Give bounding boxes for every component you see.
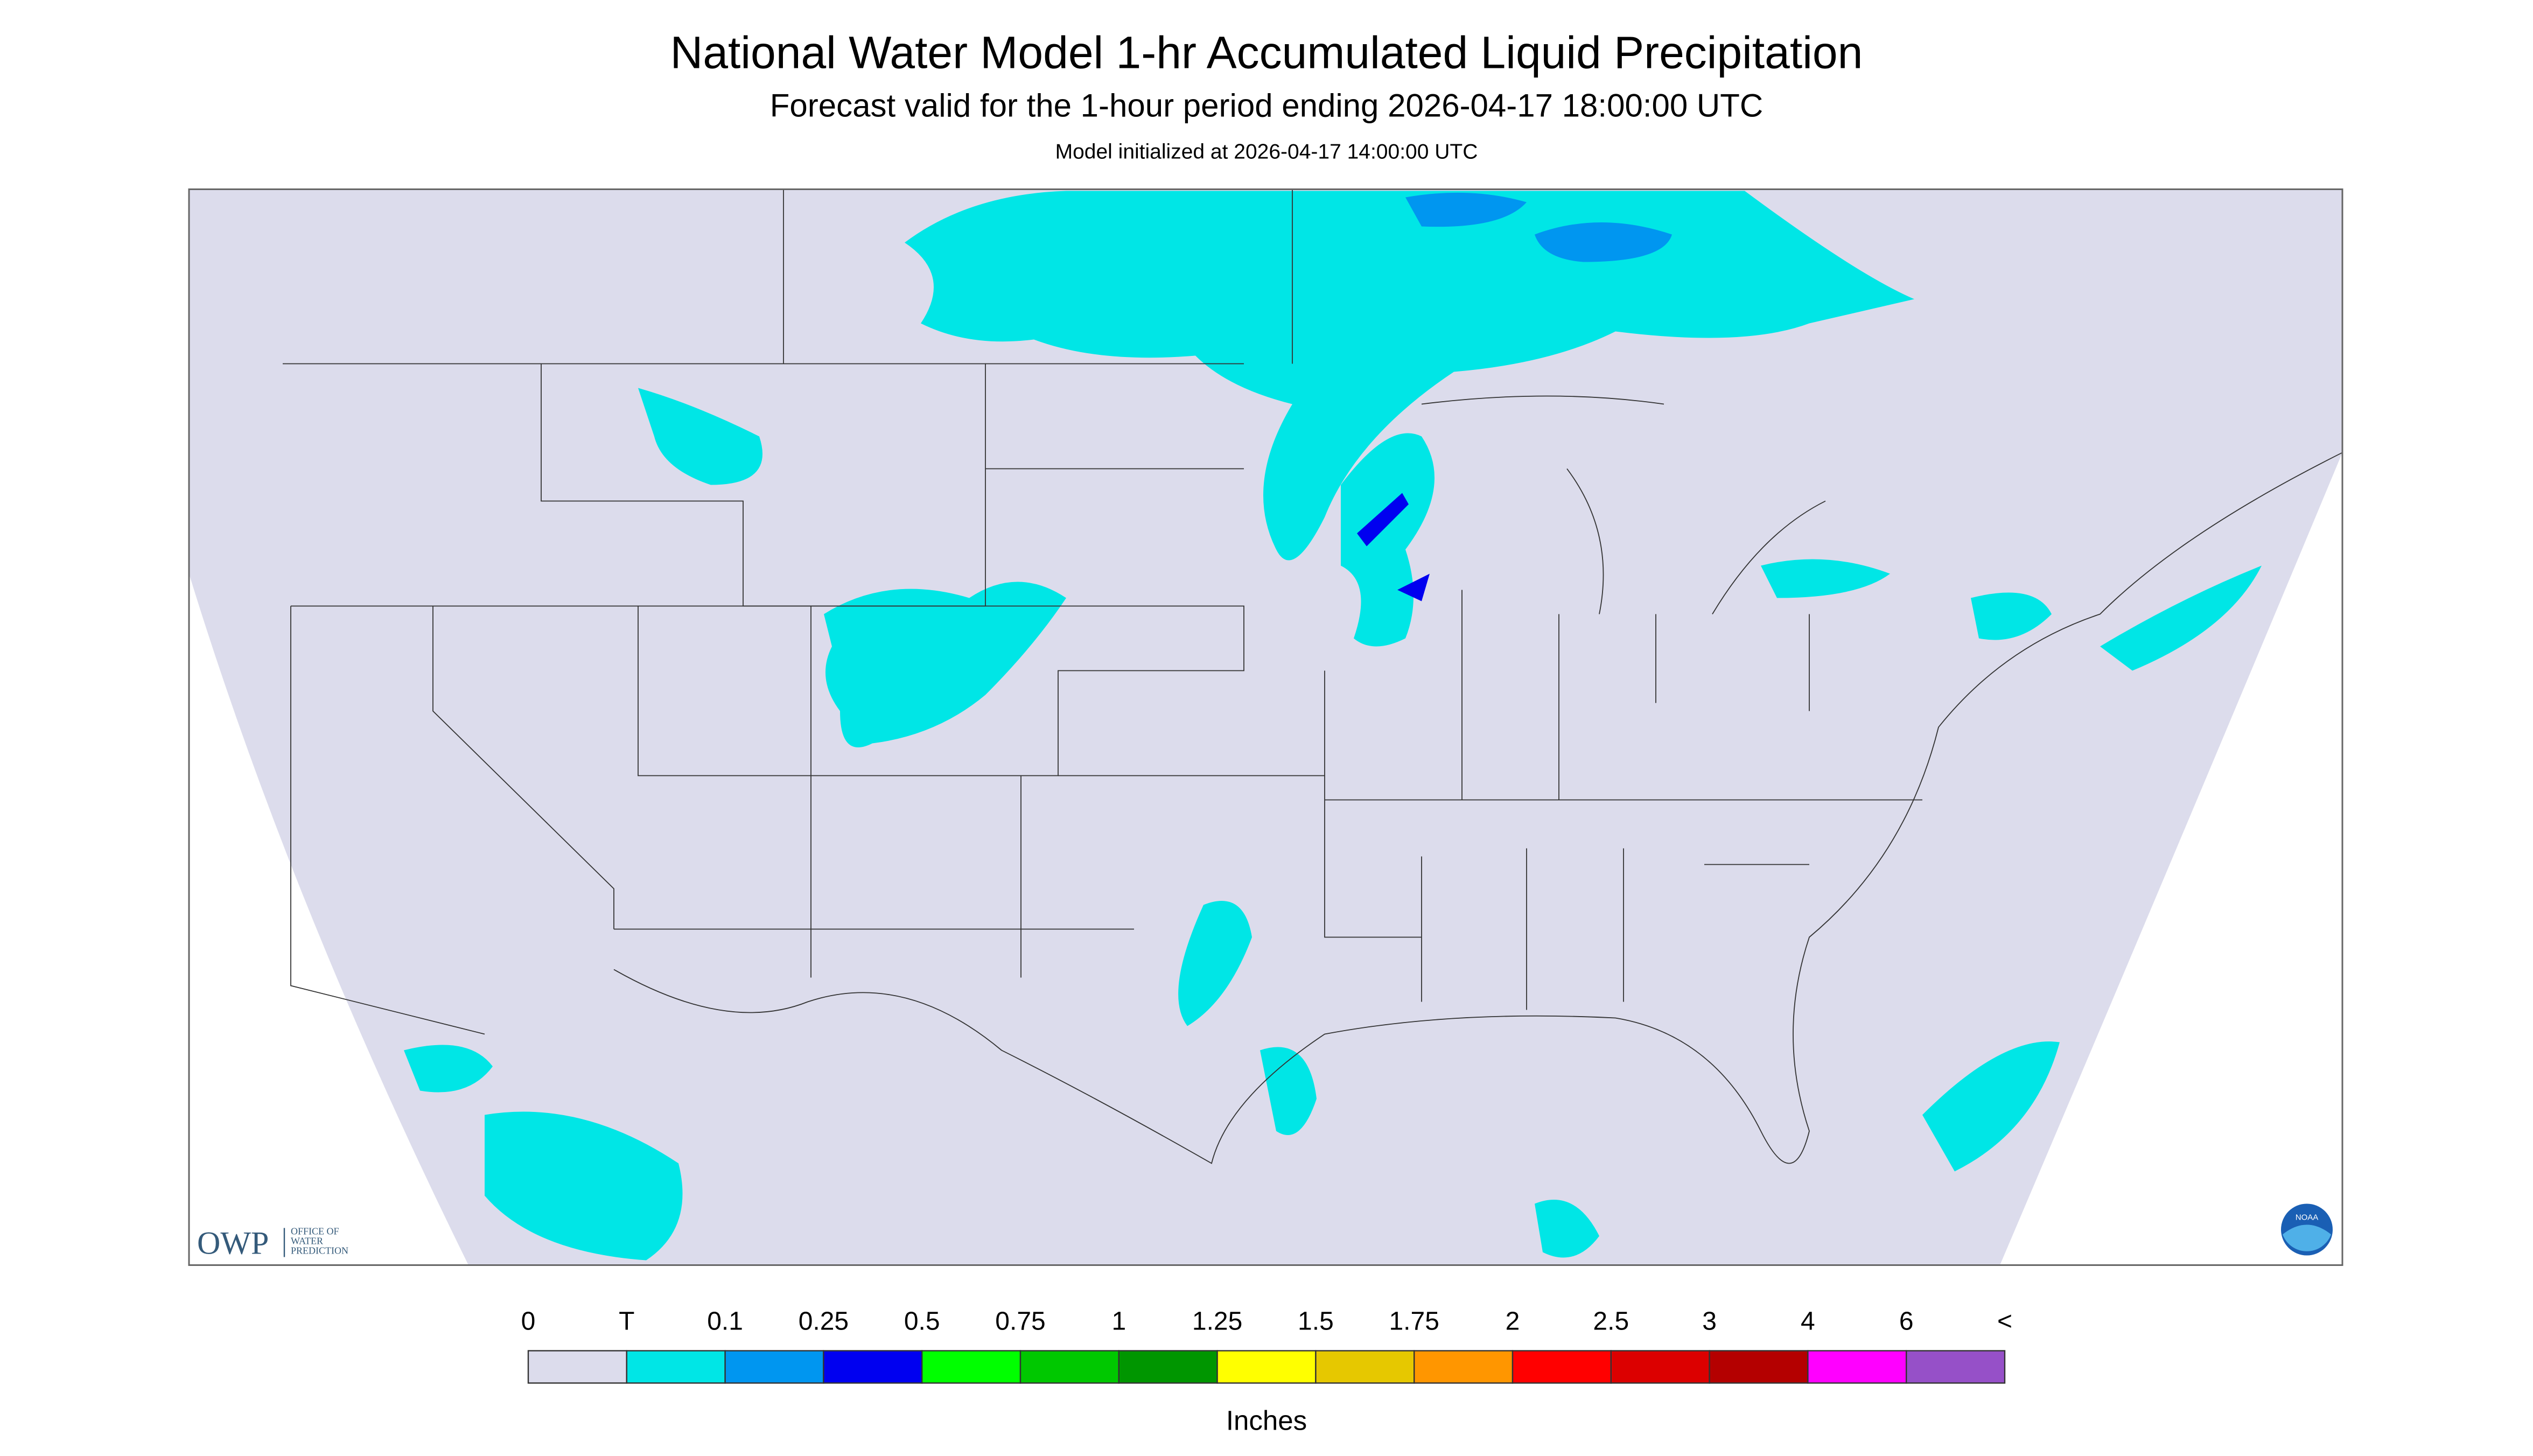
precip-area: [1535, 222, 1672, 262]
legend-swatch: [1216, 1350, 1317, 1384]
legend-swatch: [724, 1350, 824, 1384]
legend-swatch: [1118, 1350, 1218, 1384]
legend-label: 0: [521, 1307, 536, 1336]
legend-label: 4: [1801, 1307, 1815, 1336]
legend-label: 0.75: [995, 1307, 1045, 1336]
precip-heaviest: [1357, 493, 1430, 601]
boundary: [291, 605, 1244, 776]
legend: 0 T 0.1 0.25 0.5 0.75 1 1.25 1.5 1.75 2 2.5 3 4 6 <: [521, 1307, 2012, 1384]
boundary: [290, 606, 614, 1035]
great-lakes: [1421, 395, 1826, 614]
map: OWP OFFICE OF WATER PREDICTION NOAA: [188, 188, 2343, 1266]
precip-areas: [404, 191, 2262, 1261]
title: National Water Model 1-hr Accumulated Li…: [670, 27, 1863, 78]
precip-heavier: [1405, 192, 1672, 262]
legend-label: 1.5: [1298, 1307, 1334, 1336]
precip-area: [1922, 1041, 2060, 1172]
precip-area: [1971, 592, 2052, 640]
legend-label: T: [619, 1307, 634, 1336]
legend-swatch: [921, 1350, 1021, 1384]
legend-swatch: [1512, 1350, 1612, 1384]
legend-label: 1.25: [1192, 1307, 1242, 1336]
legend-swatch: [1905, 1350, 2006, 1384]
precip-area: [1761, 559, 1890, 598]
owp-logo: OWP OFFICE OF WATER PREDICTION: [197, 1226, 348, 1261]
legend-label: 2.5: [1593, 1307, 1629, 1336]
legend-label: 2: [1506, 1307, 1520, 1336]
legend-swatch: [1019, 1350, 1120, 1384]
legend-label: 0.25: [799, 1307, 849, 1336]
legend-swatch: [823, 1350, 923, 1384]
logo-text: OWP: [197, 1226, 269, 1261]
precip-area: [824, 582, 1066, 747]
legend-label: 1: [1111, 1307, 1126, 1336]
precip-area: [404, 1045, 493, 1093]
boundary: [614, 189, 1293, 978]
legend-swatch: [1709, 1350, 1809, 1384]
subtitle: Forecast valid for the 1-hour period end…: [770, 88, 1763, 124]
legend-swatch: [1414, 1350, 1514, 1384]
legend-unit: Inches: [1226, 1405, 1307, 1436]
legend-swatch: [1807, 1350, 1907, 1384]
boundary: [1058, 590, 1656, 938]
logo-line: PREDICTION: [291, 1245, 348, 1256]
coastline: [613, 363, 2343, 1164]
legend-label: 3: [1702, 1307, 1717, 1336]
precip-area: [1405, 192, 1527, 227]
legend-swatch: [626, 1350, 726, 1384]
legend-swatch: [527, 1350, 628, 1384]
precip-area: [1178, 901, 1252, 1026]
boundary: [1325, 614, 1922, 1010]
precip-area: [2100, 565, 2262, 671]
logo-line: OFFICE OF: [291, 1226, 339, 1237]
noaa-text: NOAA: [2296, 1213, 2319, 1222]
legend-swatch: [1315, 1350, 1415, 1384]
legend-swatch: [1610, 1350, 1710, 1384]
legend-label: 6: [1899, 1307, 1914, 1336]
noaa-wave: [2283, 1224, 2331, 1251]
noaa-logo: NOAA: [2281, 1203, 2333, 1256]
logo-line: WATER: [291, 1236, 323, 1247]
precip-area: [1397, 573, 1430, 601]
precip-area: [1357, 493, 1409, 547]
init-time: Model initialized at 2026-04-17 14:00:00…: [1055, 141, 1478, 164]
precip-area: [1260, 1047, 1317, 1135]
legend-label: <: [1997, 1307, 2012, 1336]
precip-area: [638, 388, 762, 485]
legend-label: 0.5: [904, 1307, 940, 1336]
legend-label: 0.1: [707, 1307, 743, 1336]
precip-area: [1535, 1200, 1599, 1258]
precip-area: [485, 1111, 683, 1261]
precip-area: [905, 191, 1914, 561]
legend-label: 1.75: [1389, 1307, 1439, 1336]
state-boundaries: [283, 189, 2343, 1164]
map-frame: [188, 188, 2343, 1266]
